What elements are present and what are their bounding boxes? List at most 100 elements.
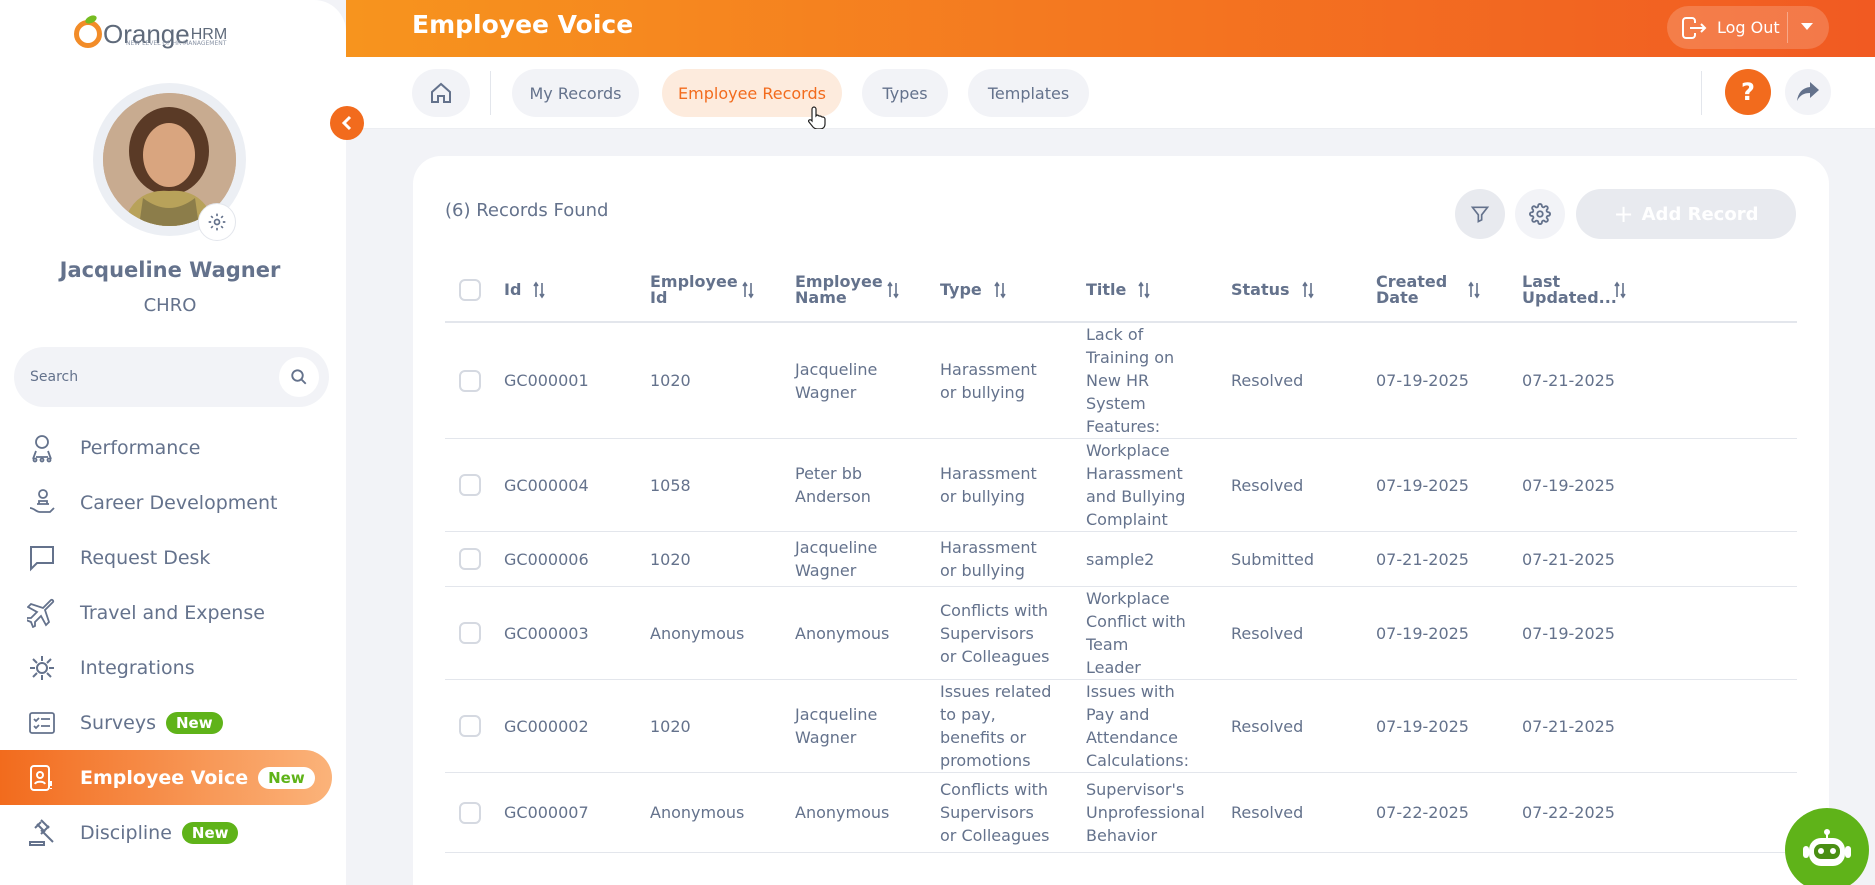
- search-icon: [291, 369, 307, 385]
- sort-icon[interactable]: [1468, 281, 1480, 299]
- new-badge: New: [181, 821, 239, 844]
- logo-suffix: HRM: [190, 26, 228, 43]
- sort-icon[interactable]: [1614, 281, 1626, 299]
- column-header[interactable]: Employee Name: [795, 259, 940, 322]
- table-row[interactable]: GC000006 1020 Jacqueline Wagner Harassment …: [445, 531, 1797, 587]
- sidebar-item-surveys[interactable]: Surveys New: [0, 695, 346, 750]
- cell-employee-name: Peter bb Anderson: [795, 438, 940, 532]
- column-header-label: Type: [940, 280, 982, 299]
- sidebar-item-travel-expense[interactable]: Travel and Expense: [0, 585, 346, 640]
- avatar-settings-button[interactable]: [198, 203, 236, 241]
- sort-icon[interactable]: [742, 281, 754, 299]
- cell-id: GC000001: [504, 322, 650, 439]
- sidebar-collapse-button[interactable]: [330, 106, 364, 140]
- help-button[interactable]: ?: [1725, 69, 1771, 115]
- gavel-icon: [26, 817, 58, 849]
- tab-my-records[interactable]: My Records: [512, 69, 639, 117]
- filter-button[interactable]: [1455, 189, 1505, 239]
- records-card: (6) Records Found + Add Record Id Employe…: [413, 156, 1829, 885]
- row-checkbox[interactable]: [459, 801, 481, 824]
- table-row[interactable]: GC000007 Anonymous Anonymous Conflicts with…: [445, 772, 1797, 853]
- cell-type: Harassment or bullying: [940, 531, 1086, 587]
- select-all-checkbox[interactable]: [459, 279, 481, 301]
- cell-type: Issues related to pay, benefits or promo…: [940, 679, 1086, 773]
- column-header[interactable]: Id: [504, 259, 650, 322]
- sort-icon[interactable]: [994, 281, 1006, 299]
- row-checkbox[interactable]: [459, 548, 481, 570]
- sidebar-item-career-development[interactable]: Career Development: [0, 475, 346, 530]
- column-header[interactable]: Title: [1086, 259, 1231, 322]
- cell-employee-id: 1020: [650, 322, 795, 439]
- sidebar-item-label: Request Desk: [80, 546, 211, 569]
- home-button[interactable]: [412, 69, 470, 117]
- home-icon: [431, 82, 451, 103]
- cell-employee-id: Anonymous: [650, 772, 795, 853]
- help-icon: ?: [1741, 78, 1755, 106]
- logo-text: Orange: [103, 19, 190, 49]
- table-settings-button[interactable]: [1515, 189, 1565, 239]
- sort-icon[interactable]: [1138, 281, 1151, 299]
- chatbot-button[interactable]: [1785, 808, 1869, 885]
- row-checkbox[interactable]: [459, 715, 481, 737]
- cell-id: GC000002: [504, 679, 650, 773]
- table-row[interactable]: GC000003 Anonymous Anonymous Conflicts with…: [445, 586, 1797, 680]
- gear-icon: [1529, 203, 1551, 225]
- sidebar-nav: Performance Career Development Request D…: [0, 420, 346, 860]
- table-row[interactable]: GC000002 1020 Jacqueline Wagner Issues rela…: [445, 679, 1797, 773]
- sort-icon[interactable]: [1301, 281, 1314, 299]
- sidebar-item-label: Surveys: [80, 711, 156, 734]
- sidebar-item-performance[interactable]: Performance: [0, 420, 346, 475]
- sidebar-item-request-desk[interactable]: Request Desk: [0, 530, 346, 585]
- row-checkbox[interactable]: [459, 369, 481, 392]
- row-checkbox[interactable]: [459, 474, 481, 496]
- table-row[interactable]: GC000001 1020 Jacqueline Wagner Harassment …: [445, 322, 1797, 439]
- sort-icon[interactable]: [533, 281, 546, 299]
- column-header-label: Employee Name: [795, 272, 883, 307]
- cell-created: 07-19-2025: [1376, 679, 1522, 773]
- sidebar-item-integrations[interactable]: Integrations: [0, 640, 346, 695]
- cell-employee-name: Jacqueline Wagner: [795, 531, 940, 587]
- sidebar-item-label: Integrations: [80, 656, 195, 679]
- logo-tagline: NEW LEVEL OF HR MANAGEMENT: [126, 40, 227, 47]
- career-icon: [26, 487, 58, 519]
- orangehrm-logo[interactable]: Orange HRM NEW LEVEL OF HR MANAGEMENT: [74, 6, 227, 48]
- column-header[interactable]: Last Updated...: [1522, 259, 1797, 322]
- column-header[interactable]: Status: [1231, 259, 1376, 322]
- cell-updated: 07-21-2025: [1522, 679, 1797, 773]
- cell-updated: 07-19-2025: [1522, 438, 1797, 532]
- table-header-row: Id Employee Id Employee Name Type Title Statu…: [445, 259, 1797, 322]
- mouse-cursor: [808, 105, 826, 133]
- sidebar-item-employee-voice[interactable]: Employee Voice New: [0, 750, 332, 805]
- tab-templates[interactable]: Templates: [968, 69, 1089, 117]
- gear-icon: [208, 213, 226, 231]
- sidebar-search: [14, 347, 329, 407]
- logout-button[interactable]: Log Out: [1667, 6, 1829, 49]
- hand-cursor-icon: [808, 106, 826, 130]
- cell-title: Workplace Conflict with Team Leader: [1086, 586, 1231, 680]
- share-icon: [1797, 82, 1819, 101]
- column-header-label: Title: [1086, 280, 1127, 299]
- page-title: Employee Voice: [412, 10, 634, 39]
- cell-type: Conflicts with Supervisors or Colleagues: [940, 772, 1086, 853]
- filter-icon: [1470, 206, 1490, 223]
- column-header-label: Id: [504, 280, 522, 299]
- add-record-button[interactable]: + Add Record: [1576, 189, 1796, 239]
- chevron-down-icon[interactable]: [1801, 23, 1813, 30]
- table-row[interactable]: GC000004 1058 Peter bb Anderson Harassment …: [445, 438, 1797, 532]
- share-button[interactable]: [1785, 69, 1831, 115]
- column-header[interactable]: Employee Id: [650, 259, 795, 322]
- search-button[interactable]: [279, 357, 319, 397]
- chevron-left-icon: [341, 115, 352, 131]
- row-checkbox[interactable]: [459, 622, 481, 644]
- tab-types[interactable]: Types: [862, 69, 948, 117]
- column-header[interactable]: Created Date: [1376, 259, 1522, 322]
- search-input[interactable]: [30, 369, 260, 385]
- cell-employee-id: 1020: [650, 679, 795, 773]
- cell-id: GC000004: [504, 438, 650, 532]
- column-header[interactable]: Type: [940, 259, 1086, 322]
- sort-icon[interactable]: [887, 281, 899, 299]
- cell-employee-name: Anonymous: [795, 772, 940, 853]
- cell-created: 07-21-2025: [1376, 531, 1522, 587]
- sidebar-item-discipline[interactable]: Discipline New: [0, 805, 346, 860]
- cell-employee-id: 1020: [650, 531, 795, 587]
